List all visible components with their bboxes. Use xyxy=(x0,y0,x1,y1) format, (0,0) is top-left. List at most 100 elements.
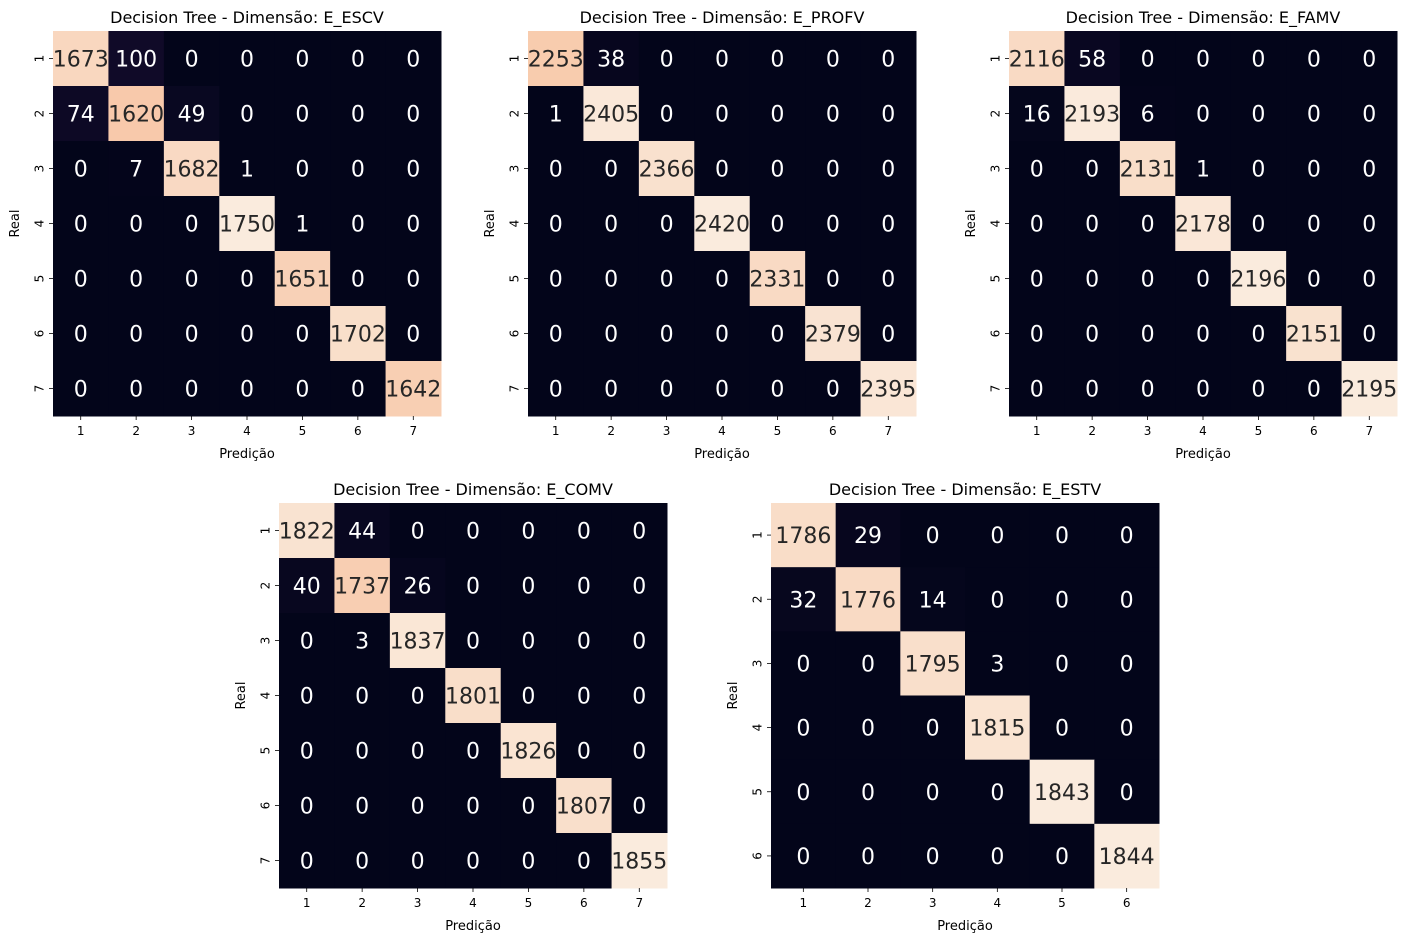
heatmap-cell xyxy=(274,361,331,417)
heatmap-cell xyxy=(1175,86,1232,142)
cell-value: 0 xyxy=(715,323,729,348)
y-tick-label: 1 xyxy=(751,531,765,539)
heatmap-cell xyxy=(835,823,901,889)
cell-value: 0 xyxy=(521,850,535,875)
cell-value: 0 xyxy=(549,378,563,403)
heatmap-cell xyxy=(1064,86,1121,142)
cell-value: 0 xyxy=(577,740,591,765)
cell-value: 0 xyxy=(632,685,646,710)
heatmap-cell xyxy=(556,668,613,724)
cell-value: 0 xyxy=(185,323,199,348)
cell-value: 0 xyxy=(129,213,143,238)
heatmap-cell xyxy=(163,196,220,252)
chart-title: Decision Tree - Dimensão: E_ESCV xyxy=(110,8,384,28)
cell-value: 0 xyxy=(355,850,369,875)
heatmap-cell xyxy=(163,86,220,142)
heatmap-cell xyxy=(900,823,966,889)
heatmap-cell xyxy=(108,141,165,197)
cell-value: 100 xyxy=(115,48,157,73)
cell-value: 49 xyxy=(178,103,206,128)
heatmap-cell xyxy=(1119,361,1176,417)
heatmap-cell xyxy=(274,306,331,362)
cell-value: 2151 xyxy=(1286,323,1342,348)
heatmap-cell xyxy=(330,31,387,87)
heatmap-cell xyxy=(805,141,862,197)
cell-value: 0 xyxy=(549,323,563,348)
heatmap-cell xyxy=(279,723,335,779)
heatmap-cell xyxy=(445,723,502,779)
x-tick-label: 2 xyxy=(607,424,615,438)
cell-value: 0 xyxy=(1362,158,1376,183)
heatmap-cell xyxy=(445,613,502,669)
heatmap-cell xyxy=(1286,141,1343,197)
cell-value: 0 xyxy=(355,795,369,820)
heatmap-cell xyxy=(163,306,220,362)
heatmap-cell xyxy=(53,86,109,142)
heatmap-cell xyxy=(1009,251,1065,307)
y-tick-label: 6 xyxy=(751,852,765,860)
cell-value: 0 xyxy=(300,630,314,655)
cell-value: 2405 xyxy=(583,103,639,128)
x-tick-label: 6 xyxy=(580,896,588,910)
heatmap-cell xyxy=(1286,306,1343,362)
heatmap-cell xyxy=(611,723,668,779)
cell-value: 0 xyxy=(861,845,875,870)
cell-value: 0 xyxy=(466,575,480,600)
heatmap-cell xyxy=(965,759,1031,825)
cell-value: 0 xyxy=(1362,48,1376,73)
cell-value: 0 xyxy=(604,323,618,348)
x-tick-label: 2 xyxy=(132,424,140,438)
cell-value: 1620 xyxy=(108,103,164,128)
cell-value: 0 xyxy=(549,213,563,238)
cell-value: 0 xyxy=(660,378,674,403)
cell-value: 1843 xyxy=(1034,781,1090,806)
heatmap-cell xyxy=(694,141,751,197)
cell-value: 0 xyxy=(632,520,646,545)
y-tick-label: 1 xyxy=(33,55,47,63)
heatmap-panel-4: 1822 44 0 0 0 0 040 1737 26 0 0 0 00 3 1837 0 0 0 00 0 0 1801… xyxy=(234,480,668,934)
y-tick-label: 3 xyxy=(989,165,1003,173)
heatmap-cell xyxy=(445,833,502,889)
cell-value: 0 xyxy=(1030,323,1044,348)
cell-value: 2253 xyxy=(528,48,584,73)
heatmap-cell xyxy=(1064,251,1121,307)
heatmap-cell xyxy=(556,778,613,834)
cell-value: 0 xyxy=(926,781,940,806)
cell-value: 0 xyxy=(185,268,199,293)
cell-value: 0 xyxy=(411,795,425,820)
heatmap-cell xyxy=(1341,196,1398,252)
heatmap-cell xyxy=(445,778,502,834)
heatmap-cell xyxy=(334,558,391,614)
heatmap-cell xyxy=(1175,251,1232,307)
cell-value: 0 xyxy=(1055,717,1069,742)
heatmap-cell xyxy=(805,31,862,87)
heatmap-cell xyxy=(749,86,806,142)
cell-value: 0 xyxy=(1251,323,1265,348)
heatmap-cell xyxy=(528,196,584,252)
cell-value: 0 xyxy=(660,268,674,293)
cell-value: 0 xyxy=(1307,378,1321,403)
cell-value: 0 xyxy=(129,323,143,348)
cell-value: 0 xyxy=(406,158,420,183)
heatmap-cell xyxy=(219,251,276,307)
cell-value: 1750 xyxy=(219,213,275,238)
heatmap-cell xyxy=(528,31,584,87)
chart-title: Decision Tree - Dimensão: E_PROFV xyxy=(580,8,865,28)
y-tick-label: 4 xyxy=(508,220,522,228)
cell-value: 2178 xyxy=(1175,213,1231,238)
cell-value: 1837 xyxy=(390,630,446,655)
heatmap-cell xyxy=(1341,141,1398,197)
y-tick-label: 3 xyxy=(33,165,47,173)
heatmap-cell xyxy=(1341,306,1398,362)
cell-value: 1815 xyxy=(969,717,1025,742)
heatmap-cell xyxy=(771,631,837,696)
cell-value: 74 xyxy=(67,103,95,128)
heatmap-cell xyxy=(279,558,335,614)
y-tick-label: 2 xyxy=(508,110,522,118)
heatmap-cell xyxy=(1175,31,1232,87)
heatmap-cell xyxy=(638,196,695,252)
heatmap-cell xyxy=(528,251,584,307)
cell-value: 0 xyxy=(185,213,199,238)
heatmap-cell xyxy=(835,503,901,568)
cell-value: 0 xyxy=(1055,588,1069,613)
